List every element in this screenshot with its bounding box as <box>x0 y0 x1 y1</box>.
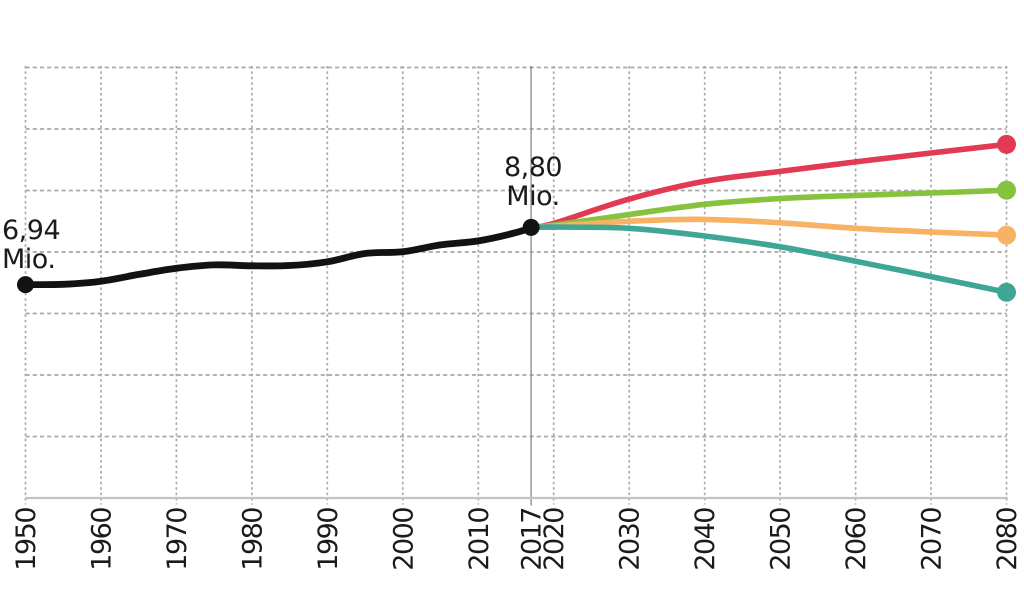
x-tick-label-2050: 2050 <box>766 508 797 571</box>
annotation-2017-unit: Mio. <box>506 181 560 212</box>
annotation-1950-population: 6,94 Mio. <box>2 215 61 275</box>
series-layer <box>22 141 1010 296</box>
data-point-2080-projection-orange <box>997 225 1016 245</box>
annotation-2017-value: 8,80 <box>503 152 563 183</box>
series-line-projection-teal-low <box>528 224 1010 296</box>
annotation-1950-unit: Mio. <box>2 244 56 275</box>
data-point-2080-projection-teal-low <box>997 282 1016 302</box>
data-point-2080-projection-green <box>997 180 1016 200</box>
data-point-2017 <box>522 218 540 236</box>
x-tick-label-1990: 1990 <box>313 508 344 571</box>
x-tick-label-1980: 1980 <box>237 508 268 571</box>
x-tick-label-2010: 2010 <box>464 508 495 571</box>
x-tick-label-2080: 2080 <box>992 508 1023 571</box>
x-tick-label-1960: 1960 <box>87 508 118 571</box>
data-point-1950 <box>17 276 34 294</box>
x-tick-label-2017: 2017 <box>517 508 548 571</box>
x-tick-label-1970: 1970 <box>162 508 193 571</box>
data-point-layer <box>17 134 1016 302</box>
x-tick-label-1950: 1950 <box>11 508 42 571</box>
annotation-2017-population: 8,80 Mio. <box>463 153 603 211</box>
x-tick-label-2070: 2070 <box>917 508 948 571</box>
series-line-projection-red-high <box>528 141 1010 231</box>
annotation-1950-value: 6,94 <box>2 215 61 246</box>
x-tick-label-2030: 2030 <box>615 508 646 571</box>
x-tick-label-2040: 2040 <box>690 508 721 571</box>
data-point-2080-projection-red-high <box>997 134 1016 154</box>
x-tick-label-2060: 2060 <box>841 508 872 571</box>
series-line-historical-population <box>22 224 535 289</box>
grid-layer <box>24 66 1008 506</box>
x-tick-label-2020: 2020 <box>539 508 570 571</box>
x-tick-label-2000: 2000 <box>388 508 419 571</box>
